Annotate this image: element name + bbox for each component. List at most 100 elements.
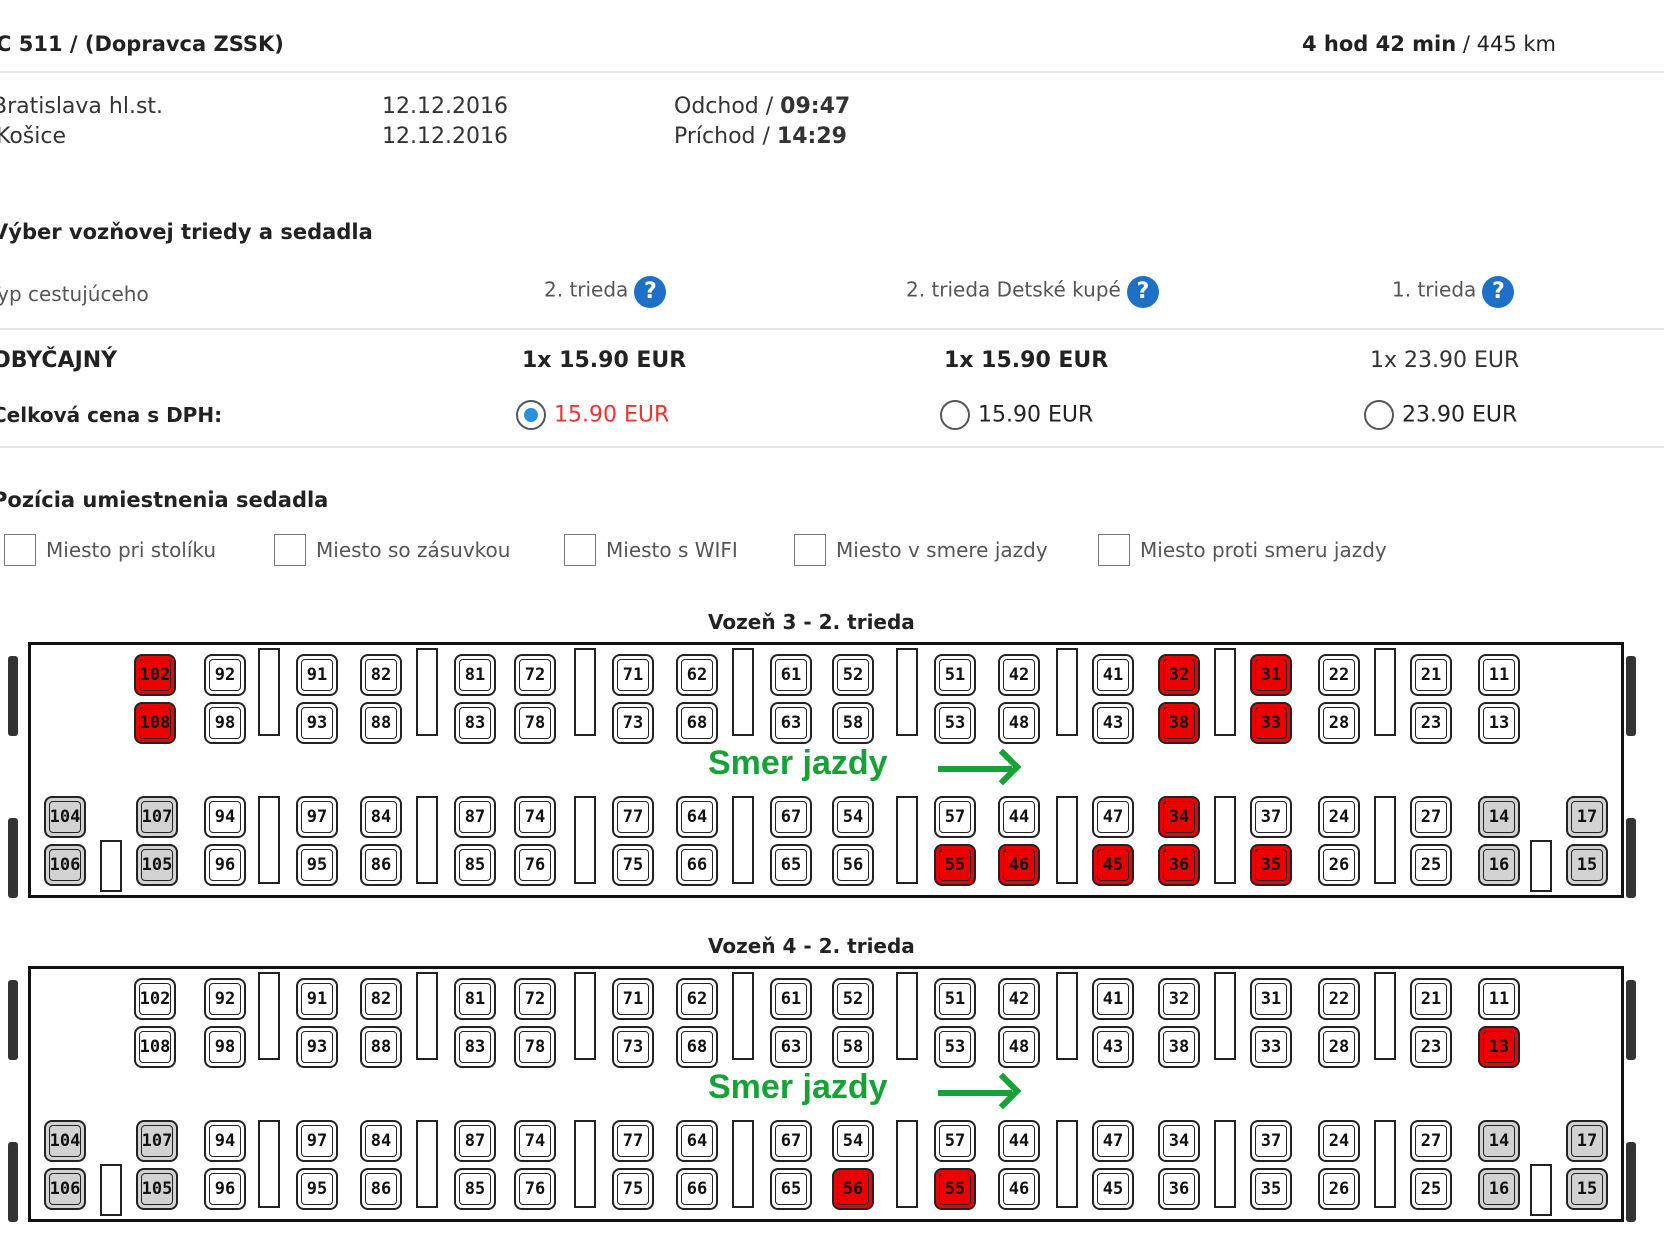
seat[interactable]: 91: [296, 654, 338, 696]
seat[interactable]: 91: [296, 978, 338, 1020]
seat[interactable]: 32: [1158, 978, 1200, 1020]
option-wifi[interactable]: Miesto s WIFI: [564, 534, 738, 566]
option-socket[interactable]: Miesto so zásuvkou: [274, 534, 510, 566]
seat[interactable]: 74: [514, 796, 556, 838]
seat[interactable]: 75: [612, 1168, 654, 1210]
seat[interactable]: 48: [998, 702, 1040, 744]
option-backward[interactable]: Miesto proti smeru jazdy: [1098, 534, 1387, 566]
total-option-col-1[interactable]: 23.90 EUR: [1364, 400, 1517, 430]
seat[interactable]: 78: [514, 1026, 556, 1068]
seat[interactable]: 87: [454, 796, 496, 838]
total-option-col-2[interactable]: 15.90 EUR: [516, 400, 669, 430]
option-table[interactable]: Miesto pri stolíku: [4, 534, 216, 566]
help-icon[interactable]: ?: [634, 276, 667, 308]
seat[interactable]: 62: [676, 654, 718, 696]
seat[interactable]: 21: [1410, 654, 1452, 696]
seat[interactable]: 36: [1158, 1168, 1200, 1210]
seat[interactable]: 48: [998, 1026, 1040, 1068]
seat[interactable]: 51: [934, 654, 976, 696]
seat[interactable]: 65: [770, 1168, 812, 1210]
seat[interactable]: 98: [204, 1026, 246, 1068]
seat[interactable]: 51: [934, 978, 976, 1020]
seat[interactable]: 35: [1250, 1168, 1292, 1210]
seat[interactable]: 92: [204, 978, 246, 1020]
seat[interactable]: 73: [612, 702, 654, 744]
seat[interactable]: 23: [1410, 1026, 1452, 1068]
seat[interactable]: 96: [204, 1168, 246, 1210]
seat[interactable]: 63: [770, 702, 812, 744]
seat[interactable]: 67: [770, 1120, 812, 1162]
seat[interactable]: 41: [1092, 654, 1134, 696]
seat[interactable]: 93: [296, 702, 338, 744]
seat[interactable]: 47: [1092, 1120, 1134, 1162]
seat[interactable]: 37: [1250, 1120, 1292, 1162]
seat[interactable]: 44: [998, 1120, 1040, 1162]
seat[interactable]: 98: [204, 702, 246, 744]
seat[interactable]: 88: [360, 1026, 402, 1068]
seat[interactable]: 77: [612, 1120, 654, 1162]
seat[interactable]: 43: [1092, 702, 1134, 744]
seat[interactable]: 37: [1250, 796, 1292, 838]
option-forward[interactable]: Miesto v smere jazdy: [794, 534, 1048, 566]
seat[interactable]: 53: [934, 1026, 976, 1068]
seat[interactable]: 27: [1410, 796, 1452, 838]
seat[interactable]: 95: [296, 1168, 338, 1210]
seat[interactable]: 41: [1092, 978, 1134, 1020]
seat[interactable]: 66: [676, 844, 718, 886]
seat[interactable]: 61: [770, 978, 812, 1020]
seat[interactable]: 28: [1318, 702, 1360, 744]
seat[interactable]: 22: [1318, 978, 1360, 1020]
seat[interactable]: 22: [1318, 654, 1360, 696]
seat[interactable]: 84: [360, 1120, 402, 1162]
seat[interactable]: 108: [134, 1026, 176, 1068]
seat[interactable]: 75: [612, 844, 654, 886]
seat[interactable]: 73: [612, 1026, 654, 1068]
seat[interactable]: 85: [454, 1168, 496, 1210]
seat[interactable]: 25: [1410, 1168, 1452, 1210]
seat[interactable]: 24: [1318, 796, 1360, 838]
radio-icon[interactable]: [1364, 400, 1394, 430]
seat[interactable]: 21: [1410, 978, 1452, 1020]
seat[interactable]: 26: [1318, 1168, 1360, 1210]
seat[interactable]: 52: [832, 978, 874, 1020]
total-option-col-2-kids[interactable]: 15.90 EUR: [940, 400, 1093, 430]
seat[interactable]: 61: [770, 654, 812, 696]
seat[interactable]: 78: [514, 702, 556, 744]
checkbox-icon[interactable]: [274, 534, 306, 566]
seat[interactable]: 34: [1158, 1120, 1200, 1162]
seat[interactable]: 57: [934, 1120, 976, 1162]
seat[interactable]: 82: [360, 654, 402, 696]
seat[interactable]: 42: [998, 654, 1040, 696]
seat[interactable]: 56: [832, 844, 874, 886]
seat[interactable]: 58: [832, 1026, 874, 1068]
seat[interactable]: 77: [612, 796, 654, 838]
seat[interactable]: 13: [1478, 702, 1520, 744]
seat[interactable]: 64: [676, 1120, 718, 1162]
seat[interactable]: 74: [514, 1120, 556, 1162]
checkbox-icon[interactable]: [4, 534, 36, 566]
seat[interactable]: 95: [296, 844, 338, 886]
seat[interactable]: 11: [1478, 978, 1520, 1020]
seat[interactable]: 88: [360, 702, 402, 744]
radio-icon[interactable]: [940, 400, 970, 430]
seat[interactable]: 72: [514, 654, 556, 696]
seat[interactable]: 31: [1250, 978, 1292, 1020]
seat[interactable]: 86: [360, 1168, 402, 1210]
seat[interactable]: 57: [934, 796, 976, 838]
seat[interactable]: 33: [1250, 1026, 1292, 1068]
seat[interactable]: 27: [1410, 1120, 1452, 1162]
seat[interactable]: 84: [360, 796, 402, 838]
help-icon[interactable]: ?: [1126, 276, 1159, 308]
seat[interactable]: 71: [612, 978, 654, 1020]
seat[interactable]: 97: [296, 1120, 338, 1162]
seat[interactable]: 87: [454, 1120, 496, 1162]
seat[interactable]: 54: [832, 1120, 874, 1162]
seat[interactable]: 24: [1318, 1120, 1360, 1162]
seat[interactable]: 93: [296, 1026, 338, 1068]
seat[interactable]: 52: [832, 654, 874, 696]
seat[interactable]: 58: [832, 702, 874, 744]
seat[interactable]: 64: [676, 796, 718, 838]
seat[interactable]: 97: [296, 796, 338, 838]
seat[interactable]: 38: [1158, 1026, 1200, 1068]
seat[interactable]: 46: [998, 1168, 1040, 1210]
